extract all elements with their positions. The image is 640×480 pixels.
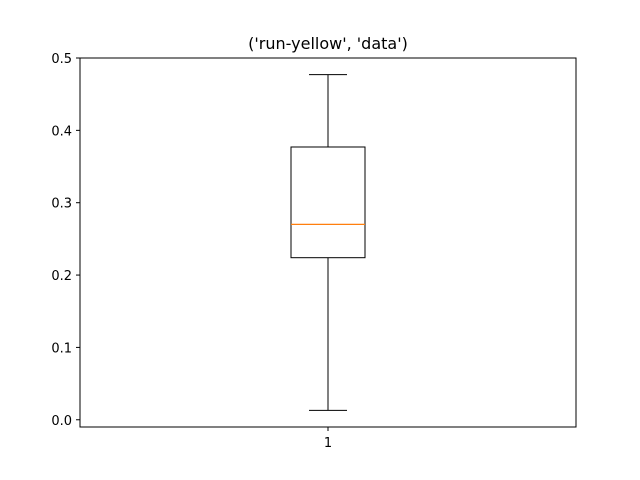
plot-area: 0.0 0.1 0.2 0.3 0.4 0.5 1 [51, 52, 577, 451]
y-tick-label: 0.4 [51, 124, 72, 139]
y-tick-label: 0.3 [51, 197, 72, 212]
y-tick-label: 0.5 [51, 52, 72, 67]
box-iqr [290, 146, 366, 259]
y-tick-label: 0.2 [51, 269, 72, 284]
y-tick-label: 0.0 [51, 414, 72, 429]
chart-title: ('run-yellow', 'data') [248, 34, 408, 53]
y-tick-label: 0.1 [51, 341, 72, 356]
axes-frame [79, 57, 577, 428]
x-tick-label: 1 [324, 436, 332, 451]
